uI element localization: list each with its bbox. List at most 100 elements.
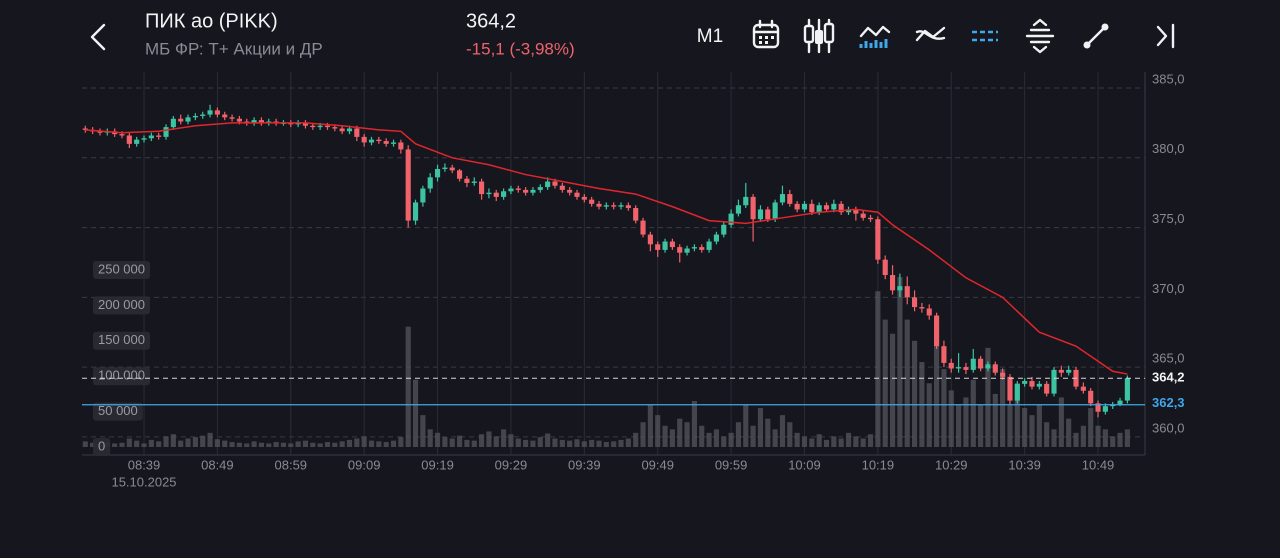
volume-bar (816, 434, 822, 448)
indicator-button[interactable] (859, 25, 891, 48)
volume-bar (486, 431, 492, 448)
candle-body (589, 199, 595, 204)
volume-bar (985, 347, 991, 448)
candle-body (757, 209, 764, 220)
candle-body (200, 114, 206, 116)
volume-bar (567, 440, 573, 448)
candle-body (713, 234, 719, 242)
price-change: -15,1 (-3,98%) (466, 39, 575, 58)
volume-bar (141, 443, 147, 448)
candle-body (163, 127, 169, 137)
candle-body (346, 128, 353, 132)
candle-body (251, 120, 257, 123)
volume-tick-label: 150 000 (98, 332, 145, 347)
candle-body (471, 181, 477, 183)
candle-body (985, 364, 991, 369)
candle-body (677, 247, 683, 253)
x-tick-label: 10:29 (935, 457, 968, 472)
volume-bar (823, 439, 830, 448)
candle-body (603, 205, 609, 207)
candle-body (875, 219, 881, 260)
volume-tick-label: 0 (98, 438, 105, 453)
volume-bar (750, 425, 756, 448)
candle-body (992, 364, 998, 373)
candle-body (750, 196, 756, 220)
back-button[interactable] (90, 23, 106, 51)
y-tick-label: 360,0 (1152, 420, 1185, 435)
volume-bar (882, 319, 888, 448)
candle-body (655, 244, 661, 250)
volume-bar (691, 400, 697, 448)
x-tick-label: 09:39 (568, 457, 601, 472)
candle-body (691, 247, 697, 249)
volume-bar (603, 442, 609, 448)
ticker-title: ПИК ао (PIKK) (145, 10, 278, 32)
volume-bar (251, 441, 257, 448)
candle-body (845, 209, 852, 213)
volume-bar (163, 436, 169, 448)
candle-body (148, 135, 154, 139)
volume-bar (640, 422, 646, 448)
candle-body (625, 205, 631, 209)
candle-body (192, 115, 198, 118)
volume-bar (545, 433, 551, 448)
calendar-button[interactable] (752, 19, 780, 49)
candle-body (669, 241, 675, 248)
volume-bar (457, 435, 463, 448)
scroll-end-button[interactable] (1156, 23, 1175, 49)
volume-bar (376, 441, 382, 448)
y-tick-label: 370,0 (1152, 281, 1185, 296)
candles-button[interactable] (803, 18, 835, 54)
volume-bar (713, 429, 719, 448)
volume-bar (926, 383, 932, 448)
drawing-button[interactable] (1083, 23, 1109, 49)
candle-body (486, 192, 492, 195)
y-tick-label: 375,0 (1152, 211, 1185, 226)
candle-body (317, 125, 323, 128)
volume-bar (662, 425, 668, 448)
candle-body (926, 308, 932, 316)
volume-bar (559, 439, 565, 448)
volume-bar (244, 443, 250, 448)
volume-bar (574, 439, 580, 448)
candle-body (1000, 372, 1006, 377)
volume-bar (236, 442, 242, 448)
candle-body (956, 367, 962, 369)
volume-bar (530, 440, 536, 448)
volume-tick-badge (93, 438, 111, 457)
volume-bar (721, 436, 727, 448)
volume-bar (515, 438, 521, 448)
moving-average (85, 122, 1128, 375)
volume-bar (156, 441, 162, 448)
volume-bar (669, 429, 675, 448)
volume-bar (310, 442, 316, 448)
volume-bar (346, 439, 353, 448)
candle-body (229, 117, 235, 119)
lines-button[interactable] (972, 30, 998, 42)
candle-body (941, 346, 947, 363)
candle-body (545, 181, 551, 188)
candle-body (405, 149, 411, 221)
timeframe-button[interactable]: M1 (697, 26, 723, 47)
volume-bar (978, 404, 984, 448)
volume-tick-badge (93, 331, 150, 350)
candle-body (867, 217, 874, 220)
volume-bar (1088, 408, 1094, 448)
volume-bar (684, 422, 690, 448)
volume-bar (1095, 425, 1101, 448)
volume-bar (860, 438, 866, 448)
volume-bar (904, 319, 910, 448)
volume-bar (295, 441, 301, 448)
candle-body (383, 141, 389, 144)
candle-body (214, 110, 220, 115)
candle-body (618, 205, 624, 207)
volume-bar (765, 418, 771, 448)
volume-bar (185, 438, 191, 448)
levels-button[interactable] (1025, 18, 1055, 54)
volume-bar (1000, 369, 1006, 448)
x-tick-label: 10:39 (1008, 457, 1041, 472)
candle-body (324, 125, 331, 128)
volume-bar (581, 441, 587, 448)
compare-button[interactable] (915, 26, 946, 42)
volume-bar (1036, 404, 1042, 448)
